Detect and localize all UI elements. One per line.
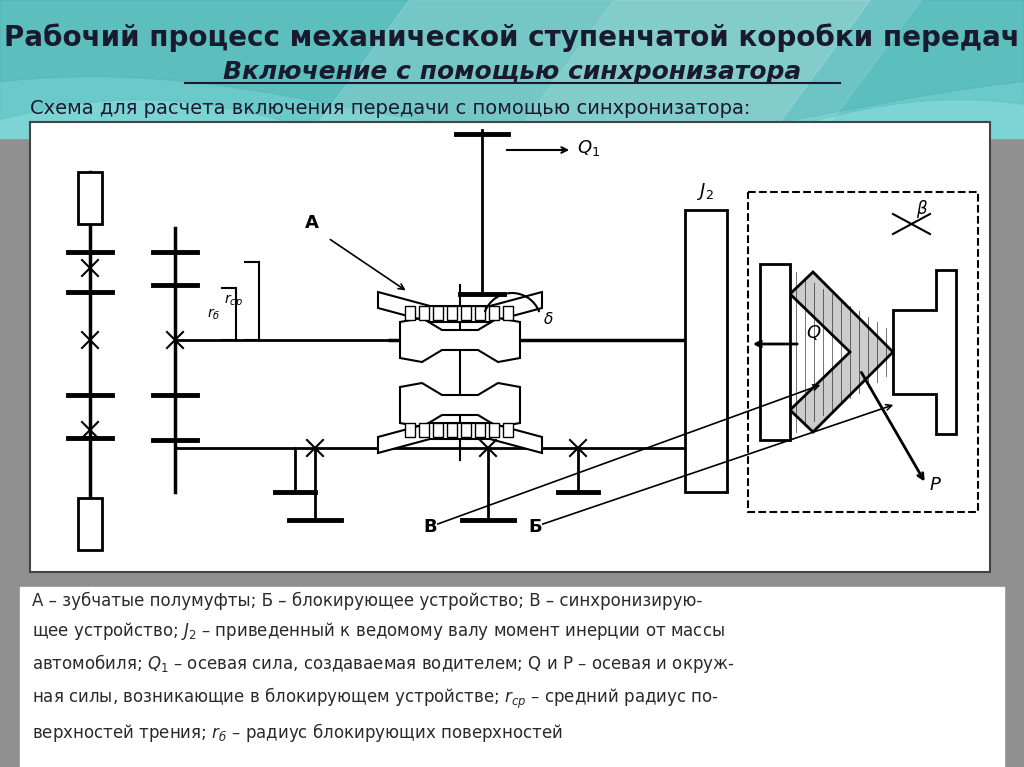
Text: Б: Б bbox=[528, 518, 542, 536]
Text: Включение с помощью синхронизатора: Включение с помощью синхронизатора bbox=[223, 60, 801, 84]
Bar bbox=[503, 423, 513, 437]
Bar bbox=[78, 172, 102, 224]
Bar bbox=[20, 587, 1004, 767]
Polygon shape bbox=[790, 272, 893, 432]
Bar bbox=[461, 423, 471, 437]
Text: $r_{ср}$: $r_{ср}$ bbox=[224, 292, 243, 310]
Polygon shape bbox=[512, 0, 922, 138]
Text: А – зубчатые полумуфты; Б – блокирующее устройство; В – синхронизирую-
щее устро: А – зубчатые полумуфты; Б – блокирующее … bbox=[32, 592, 734, 744]
Bar bbox=[503, 306, 513, 320]
Bar bbox=[433, 306, 443, 320]
Polygon shape bbox=[378, 423, 542, 453]
Text: А: А bbox=[305, 214, 318, 232]
Text: $J_2$: $J_2$ bbox=[697, 181, 715, 202]
Polygon shape bbox=[400, 383, 520, 427]
Bar bbox=[433, 423, 443, 437]
Bar bbox=[475, 306, 485, 320]
Bar bbox=[419, 423, 429, 437]
Polygon shape bbox=[893, 270, 956, 434]
Bar bbox=[685, 210, 727, 492]
Bar bbox=[489, 423, 499, 437]
Polygon shape bbox=[307, 0, 870, 138]
Text: β: β bbox=[916, 200, 927, 218]
Polygon shape bbox=[378, 292, 542, 322]
Bar bbox=[30, 122, 990, 572]
Text: $Q_1$: $Q_1$ bbox=[577, 138, 600, 158]
Bar bbox=[461, 306, 471, 320]
Bar bbox=[447, 423, 457, 437]
Text: Схема для расчета включения передачи с помощью синхронизатора:: Схема для расчета включения передачи с п… bbox=[30, 98, 751, 117]
Text: Рабочий процесс механической ступенчатой коробки передач: Рабочий процесс механической ступенчатой… bbox=[4, 24, 1020, 52]
Polygon shape bbox=[400, 318, 520, 362]
Bar bbox=[419, 306, 429, 320]
Bar bbox=[78, 498, 102, 550]
Bar bbox=[748, 192, 978, 512]
Bar bbox=[447, 306, 457, 320]
Text: Q: Q bbox=[806, 324, 820, 342]
Text: δ: δ bbox=[544, 312, 553, 327]
Text: В: В bbox=[423, 518, 437, 536]
Text: P: P bbox=[930, 476, 941, 494]
Text: $r_б$: $r_б$ bbox=[207, 306, 220, 321]
Bar bbox=[489, 306, 499, 320]
Bar bbox=[406, 306, 415, 320]
Bar bbox=[406, 423, 415, 437]
Bar bbox=[475, 423, 485, 437]
Bar bbox=[0, 0, 1024, 138]
Polygon shape bbox=[760, 264, 790, 440]
